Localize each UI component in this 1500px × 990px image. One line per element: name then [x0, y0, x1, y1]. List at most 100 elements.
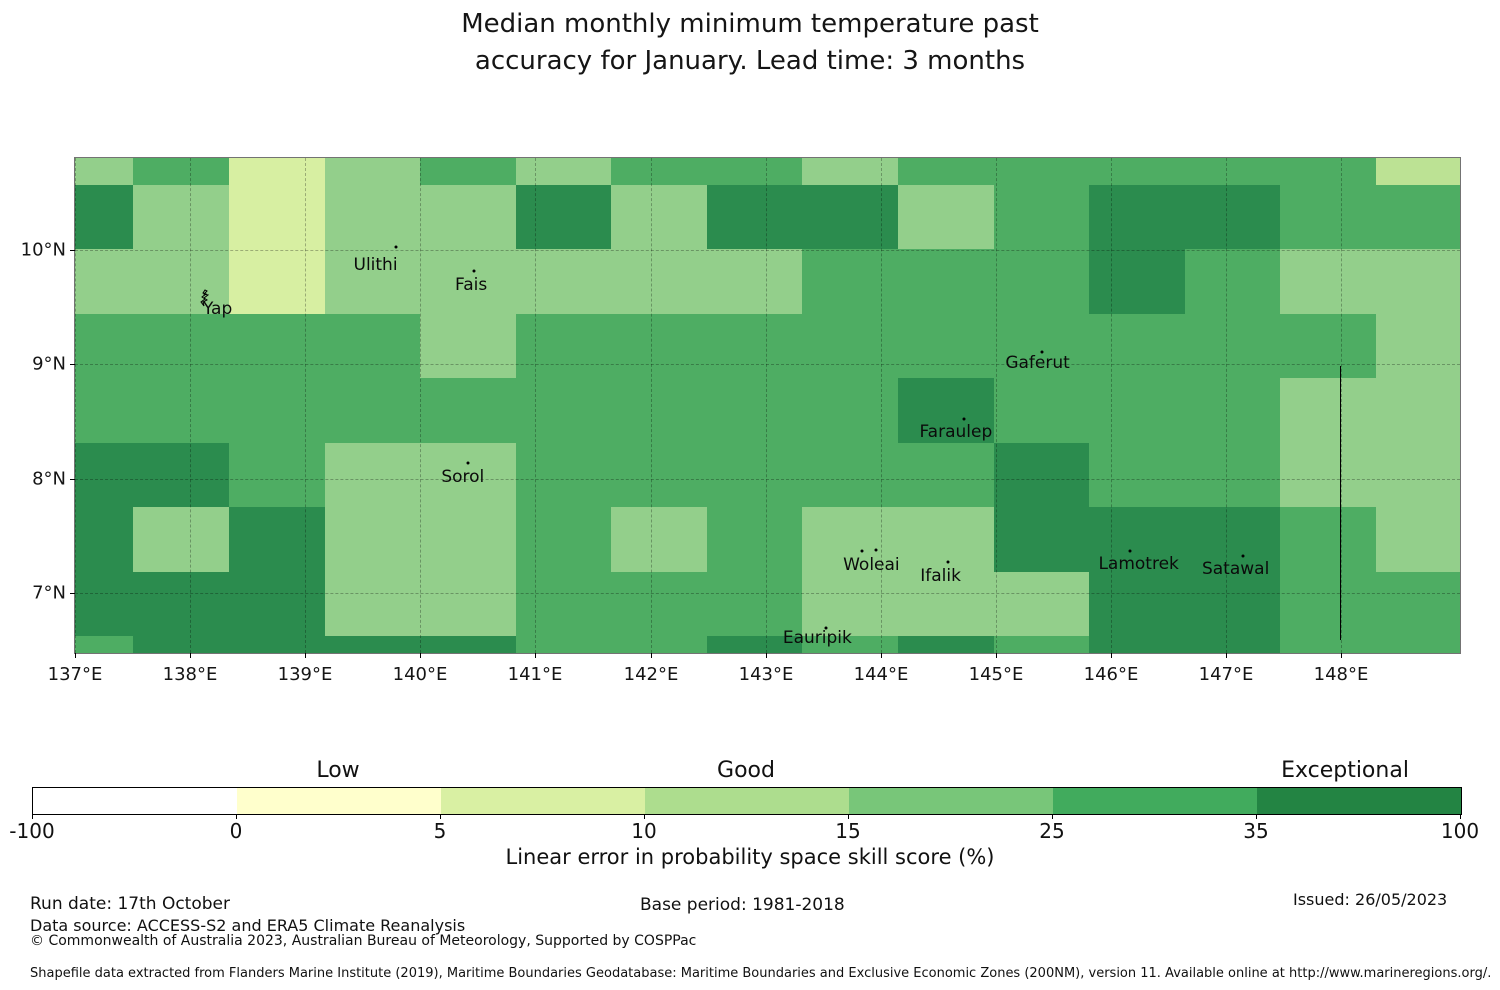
- grid-cell: [802, 249, 898, 314]
- island-marker-dot: [1128, 549, 1132, 553]
- x-tick-mark: [190, 653, 191, 658]
- island-marker-dot: [1241, 554, 1245, 558]
- grid-cell: [420, 571, 516, 637]
- grid-cell: [611, 313, 707, 379]
- grid-cell: [1089, 249, 1185, 314]
- island-marker-dot: [824, 626, 828, 630]
- grid-cell: [229, 158, 325, 185]
- grid-cell: [1375, 378, 1460, 443]
- grid-cell: [1089, 158, 1185, 185]
- base-period-text: Base period: 1981-2018: [640, 895, 845, 915]
- grid-cell: [1089, 313, 1185, 379]
- grid-cell: [420, 442, 516, 508]
- y-tick-label: 10°N: [20, 239, 66, 261]
- grid-cell: [1280, 507, 1376, 572]
- colorbar-tick-mark: [1460, 814, 1461, 819]
- grid-cell: [515, 184, 612, 250]
- grid-cell: [229, 378, 325, 443]
- grid-cell: [75, 378, 134, 443]
- grid-cell: [1089, 571, 1185, 637]
- gridline-meridian: [75, 158, 76, 653]
- grid-cell: [229, 442, 325, 508]
- colorbar-category-label: Low: [316, 758, 360, 783]
- x-tick-label: 141°E: [507, 664, 563, 685]
- grid-cell: [324, 636, 421, 653]
- grid-cell: [611, 507, 707, 572]
- grid-cell: [1375, 249, 1460, 314]
- y-tick-label: 8°N: [32, 468, 66, 490]
- grid-cell: [611, 442, 707, 508]
- grid-cell: [1089, 636, 1185, 653]
- grid-cell: [515, 158, 612, 185]
- grid-cell: [706, 378, 803, 443]
- x-tick-label: 148°E: [1313, 664, 1369, 685]
- grid-cell: [897, 507, 994, 572]
- copyright-text: © Commonwealth of Australia 2023, Austra…: [30, 933, 697, 949]
- grid-cell: [515, 636, 612, 653]
- gridline-parallel: [75, 479, 1460, 480]
- x-tick-label: 138°E: [162, 664, 218, 685]
- y-tick-mark: [70, 250, 75, 251]
- colorbar-tick-label: 35: [1243, 819, 1269, 843]
- gridline-meridian: [881, 158, 882, 653]
- grid-cell: [1280, 442, 1376, 508]
- island-label: Woleai: [843, 554, 900, 575]
- grid-cell: [515, 313, 612, 379]
- colorbar-tick-mark: [32, 814, 33, 819]
- grid-cell: [515, 442, 612, 508]
- gridline-meridian: [1111, 158, 1112, 653]
- grid-cell: [324, 313, 421, 379]
- grid-cell: [420, 378, 516, 443]
- x-tick-mark: [1226, 653, 1227, 658]
- grid-cell: [229, 636, 325, 653]
- x-tick-mark: [1111, 653, 1112, 658]
- grid-cell: [611, 636, 707, 653]
- grid-cell: [802, 158, 898, 185]
- grid-cell: [75, 507, 134, 572]
- grid-cell: [1184, 571, 1281, 637]
- grid-cell: [75, 442, 134, 508]
- colorbar-tick-label: 100: [1440, 819, 1480, 843]
- gridline-meridian: [190, 158, 191, 653]
- island-marker-dot: [394, 245, 398, 249]
- island-label: Faraulep: [919, 422, 993, 443]
- grid-cell: [229, 249, 325, 314]
- grid-cell: [897, 636, 994, 653]
- grid-cell: [706, 158, 803, 185]
- y-tick-mark: [70, 364, 75, 365]
- grid-cell: [802, 507, 898, 572]
- grid-cell: [515, 507, 612, 572]
- colorbar-category-label: Exceptional: [1281, 758, 1409, 783]
- colorbar-tick-label: 0: [229, 819, 243, 843]
- grid-cell: [229, 184, 325, 250]
- data-source-text: Data source: ACCESS-S2 and ERA5 Climate …: [30, 916, 466, 935]
- shapefile-note-text: Shapefile data extracted from Flanders M…: [30, 966, 1492, 981]
- gridline-meridian: [535, 158, 536, 653]
- grid-cell: [133, 442, 229, 508]
- gridline-parallel: [75, 364, 1460, 365]
- colorbar-tick-mark: [644, 814, 645, 819]
- x-tick-label: 146°E: [1083, 664, 1139, 685]
- grid-cell: [229, 313, 325, 379]
- grid-cell: [420, 313, 516, 379]
- grid-cell: [420, 507, 516, 572]
- grid-cell: [75, 249, 134, 314]
- grid-cell: [133, 313, 229, 379]
- grid-cell: [1184, 249, 1281, 314]
- gridline-meridian: [1226, 158, 1227, 653]
- eez-boundary-line: [1340, 365, 1342, 641]
- colorbar-tick-mark: [1256, 814, 1257, 819]
- grid-cell: [1089, 184, 1185, 250]
- grid-cell: [75, 184, 134, 250]
- grid-cell: [515, 249, 612, 314]
- island-label: Ulithi: [353, 254, 398, 275]
- grid-cell: [324, 378, 421, 443]
- grid-cell: [1184, 378, 1281, 443]
- grid-cell: [1280, 184, 1376, 250]
- x-tick-label: 145°E: [968, 664, 1024, 685]
- grid-cell: [133, 636, 229, 653]
- colorbar-tick-label: 5: [433, 819, 447, 843]
- grid-cell: [1184, 507, 1281, 572]
- colorbar-tick-mark: [236, 814, 237, 819]
- colorbar-tick-label: 15: [835, 819, 861, 843]
